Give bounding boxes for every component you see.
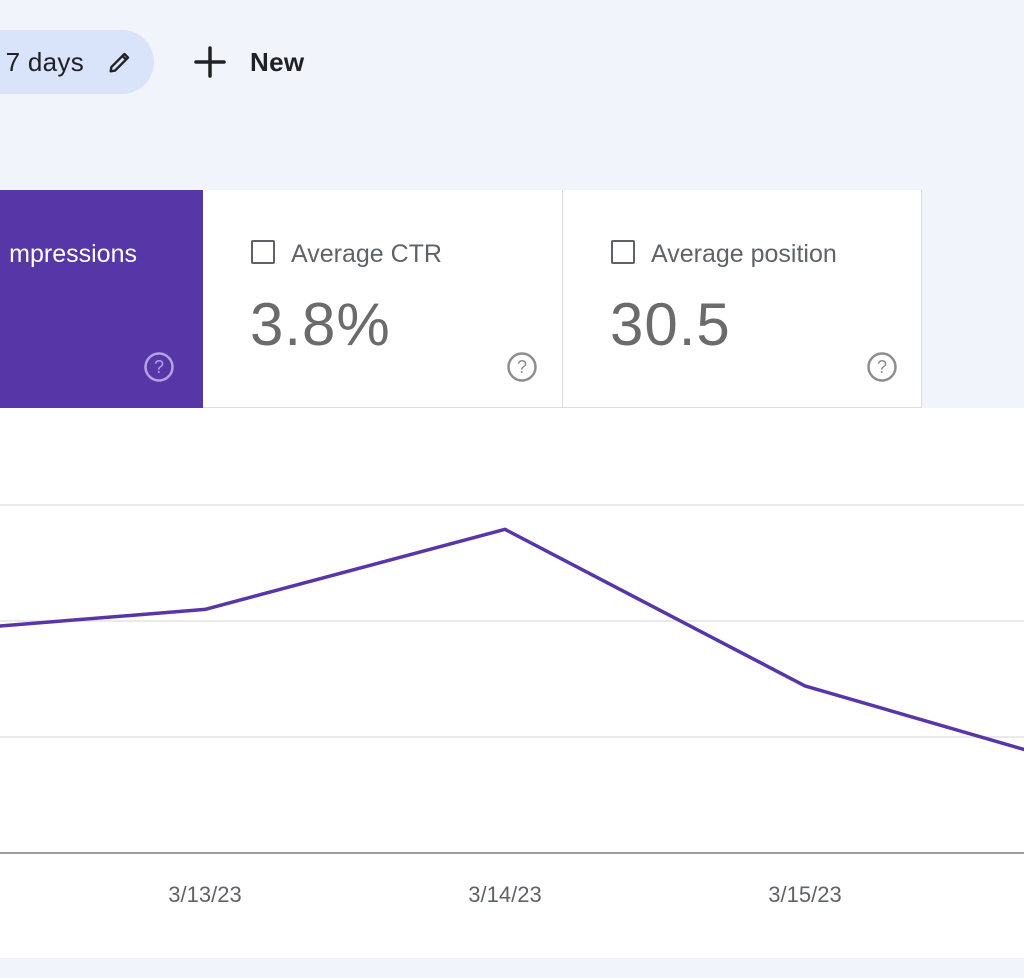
metric-tile-impressions[interactable]: mpressions ? <box>0 190 203 408</box>
average-position-checkbox[interactable] <box>611 240 635 264</box>
help-icon[interactable]: ? <box>866 351 898 383</box>
edit-pencil-icon[interactable] <box>106 48 134 76</box>
metric-tile-average-ctr[interactable]: Average CTR 3.8% ? <box>203 190 563 408</box>
x-tick-label: 3/14/23 <box>468 882 541 907</box>
average-position-label: Average position <box>651 240 837 268</box>
x-tick-label: 3/15/23 <box>768 882 841 907</box>
performance-chart: 3/13/23 3/14/23 3/15/23 <box>0 408 1024 958</box>
metric-tile-average-position[interactable]: Average position 30.5 ? <box>563 190 922 408</box>
svg-text:?: ? <box>154 357 164 377</box>
svg-text:?: ? <box>877 357 887 377</box>
date-range-filter-label: 7 days <box>5 46 84 77</box>
data-point-1 <box>203 607 207 611</box>
new-filter-label: New <box>250 46 305 77</box>
data-point-3 <box>803 684 807 688</box>
help-icon[interactable]: ? <box>506 351 538 383</box>
svg-text:?: ? <box>517 357 527 377</box>
average-ctr-label: Average CTR <box>291 240 442 268</box>
average-ctr-checkbox[interactable] <box>251 240 275 264</box>
x-tick-label: 3/13/23 <box>168 882 241 907</box>
average-position-value: 30.5 <box>610 291 731 358</box>
performance-chart-svg: 3/13/23 3/14/23 3/15/23 <box>0 504 1024 907</box>
plus-icon <box>190 42 230 82</box>
date-range-filter-chip[interactable]: 7 days <box>0 30 154 94</box>
data-point-2 <box>503 527 507 531</box>
impressions-label: mpressions <box>9 240 137 268</box>
average-ctr-value: 3.8% <box>250 291 391 358</box>
new-filter-button[interactable]: New <box>190 38 304 86</box>
help-icon[interactable]: ? <box>143 351 175 383</box>
